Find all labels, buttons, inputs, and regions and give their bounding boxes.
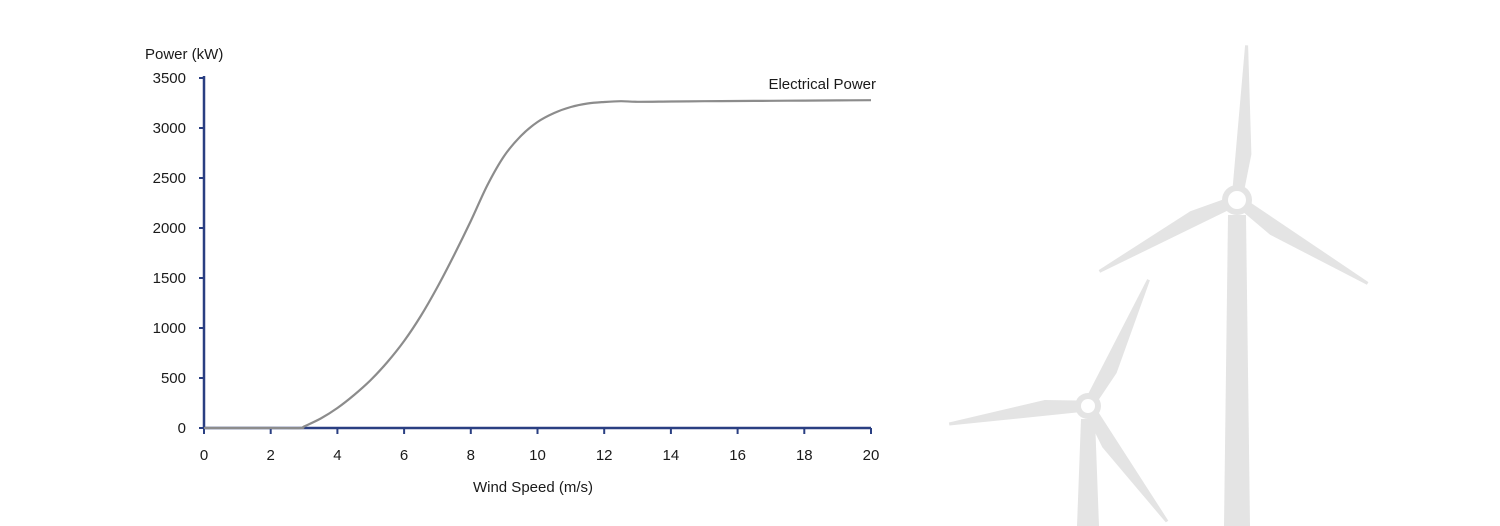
x-tick-label: 10 <box>529 447 546 464</box>
x-tick-label: 20 <box>863 447 880 464</box>
x-tick-label: 6 <box>400 447 408 464</box>
x-tick-label: 18 <box>796 447 813 464</box>
y-axis-ticks: 0 500 1000 1500 2000 2500 3000 3500 <box>153 70 204 437</box>
wind-turbine <box>1098 45 1369 526</box>
x-tick-label: 4 <box>333 447 341 464</box>
series-layer <box>204 99 872 430</box>
x-tick-label: 2 <box>267 447 275 464</box>
y-axis-title: Power (kW) <box>145 46 223 63</box>
series-label: Electrical Power <box>768 76 876 93</box>
wind-turbine <box>948 279 1169 526</box>
y-tick-label: 0 <box>178 420 186 437</box>
y-tick-label: 1500 <box>153 270 186 287</box>
x-tick-label: 8 <box>467 447 475 464</box>
y-tick-label: 1000 <box>153 320 186 337</box>
y-tick-label: 3000 <box>153 120 186 137</box>
x-axis-title: Wind Speed (m/s) <box>473 479 593 496</box>
y-tick-label: 500 <box>161 370 186 387</box>
axes <box>202 76 871 430</box>
x-tick-label: 16 <box>729 447 746 464</box>
series-line-electrical-power <box>204 99 872 430</box>
x-axis-ticks: 0 2 4 6 8 10 12 14 16 18 20 <box>200 428 880 464</box>
y-tick-label: 3500 <box>153 70 186 87</box>
y-tick-label: 2000 <box>153 220 186 237</box>
x-tick-label: 14 <box>663 447 680 464</box>
x-tick-label: 12 <box>596 447 613 464</box>
wind-turbine-icon <box>948 45 1369 526</box>
x-tick-label: 0 <box>200 447 208 464</box>
y-tick-label: 2500 <box>153 170 186 187</box>
